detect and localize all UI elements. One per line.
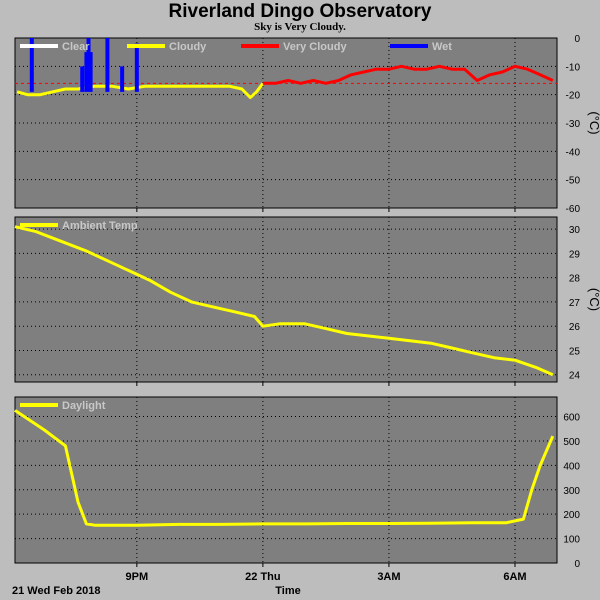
x-tick-label: 9PM (126, 571, 149, 583)
ambient-panel: 30 29 28 27 26 25 24 Ambient Temp (°C) (14, 216, 600, 386)
daylight-series-line (14, 409, 555, 527)
y-tick-label: 0 (574, 559, 580, 570)
y-tick-label: 0 (574, 34, 580, 45)
y-tick-label: 600 (563, 413, 580, 424)
sky-status: Sky is Very Cloudy. (254, 21, 346, 33)
x-tick-label: 6AM (503, 571, 526, 583)
wet-series-bars (29, 38, 139, 92)
ambient-grid (15, 217, 557, 386)
page-title: Riverland Dingo Observatory (168, 1, 432, 22)
y-tick-label: 25 (569, 346, 581, 357)
daylight-plot-area (14, 396, 558, 564)
y-tick-label: 27 (569, 298, 581, 309)
y-tick-label: 200 (563, 510, 580, 521)
sky-plot-area (14, 37, 558, 209)
y-tick-label: -60 (566, 204, 581, 215)
ambient-unit-label: (°C) (587, 288, 600, 311)
y-tick-label: 300 (563, 486, 580, 497)
ambient-temp-series-line (14, 225, 554, 377)
sky-panel: 0 -10 -20 -30 -40 -50 -60 Clear Cloudy Very Clou… (14, 34, 600, 215)
sky-unit-label: (°C) (587, 111, 600, 134)
ambient-series (14, 225, 554, 377)
y-tick-label: 400 (563, 461, 580, 472)
very-cloudy-series-line (262, 64, 554, 85)
y-tick-label: -40 (566, 147, 581, 158)
legend-label: Very Cloudy (283, 41, 347, 53)
y-tick-label: 30 (569, 225, 581, 236)
y-tick-label: 26 (569, 322, 581, 333)
daylight-grid (15, 397, 557, 567)
x-tick-label: 22 Thu (245, 571, 280, 583)
y-tick-label: -10 (566, 62, 581, 73)
y-tick-label: -50 (566, 176, 581, 187)
y-tick-label: -30 (566, 119, 581, 130)
date-label: 21 Wed Feb 2018 (12, 585, 100, 597)
y-tick-label: 29 (569, 249, 581, 260)
x-axis-title: Time (275, 585, 300, 597)
daylight-legend: Daylight (20, 400, 106, 412)
cloudy-series-line (16, 82, 265, 99)
sky-legend: Clear Cloudy Very Cloudy Wet (20, 41, 452, 53)
daylight-series (14, 409, 555, 527)
sky-series (16, 38, 554, 99)
ambient-y-axis: 30 29 28 27 26 25 24 (569, 225, 581, 382)
ambient-legend: Ambient Temp (20, 220, 138, 232)
y-tick-label: -20 (566, 91, 581, 102)
ambient-plot-area (14, 216, 558, 383)
y-tick-label: 28 (569, 274, 581, 285)
legend-label: Clear (62, 41, 90, 53)
sky-y-axis: 0 -10 -20 -30 -40 -50 -60 (566, 34, 581, 215)
daylight-y-axis: 600 500 400 300 200 100 0 (563, 413, 580, 570)
x-axis: 9PM 22 Thu 3AM 6AM (126, 571, 527, 583)
y-tick-label: 24 (569, 371, 581, 382)
legend-label: Ambient Temp (62, 220, 138, 232)
y-tick-label: 100 (563, 535, 580, 546)
y-tick-label: 500 (563, 437, 580, 448)
legend-label: Daylight (62, 400, 106, 412)
daylight-panel: 600 500 400 300 200 100 0 Daylight (14, 396, 580, 570)
legend-label: Cloudy (169, 41, 207, 53)
legend-label: Wet (432, 41, 452, 53)
x-tick-label: 3AM (377, 571, 400, 583)
